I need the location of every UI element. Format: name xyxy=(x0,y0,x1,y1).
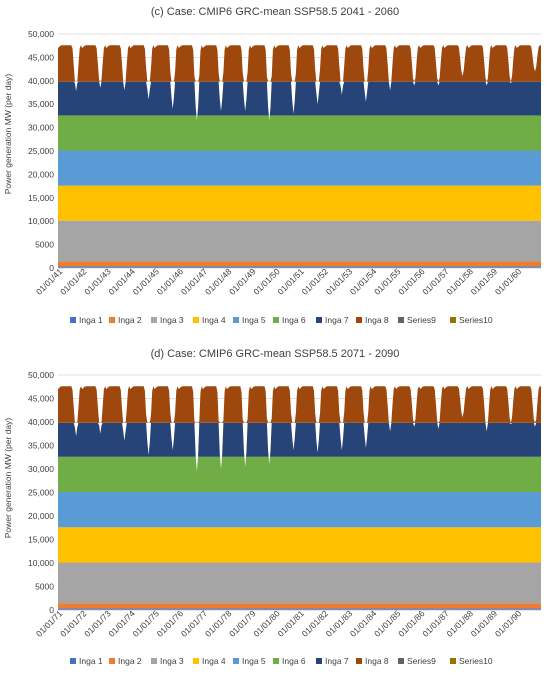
legend-swatch xyxy=(450,317,456,323)
legend-label: Inga 5 xyxy=(242,656,266,666)
y-tick-label: 50,000 xyxy=(28,370,54,380)
area-inga-6 xyxy=(58,115,541,151)
area-inga-5 xyxy=(58,492,541,528)
legend-label: Inga 2 xyxy=(118,656,142,666)
area-inga-2 xyxy=(58,603,541,609)
legend-swatch xyxy=(151,658,157,664)
area-inga-7 xyxy=(58,422,541,457)
chart-panel-d: (d) Case: CMIP6 GRC-mean SSP58.5 2071 - … xyxy=(3,348,541,666)
legend-swatch xyxy=(398,317,404,323)
area-inga-5 xyxy=(58,150,541,186)
legend-swatch xyxy=(70,317,76,323)
y-tick-label: 5000 xyxy=(35,240,54,250)
legend-label: Inga 7 xyxy=(325,656,349,666)
chart-title: (c) Case: CMIP6 GRC-mean SSP58.5 2041 - … xyxy=(151,6,399,18)
legend-swatch xyxy=(193,658,199,664)
area-inga-3 xyxy=(58,220,541,262)
y-tick-label: 10,000 xyxy=(28,216,54,226)
legend-swatch xyxy=(356,317,362,323)
y-tick-label: 50,000 xyxy=(28,29,54,39)
chart-panel-c: (c) Case: CMIP6 GRC-mean SSP58.5 2041 - … xyxy=(3,6,541,325)
y-tick-label: 0 xyxy=(49,263,54,273)
y-tick-label: 10,000 xyxy=(28,558,54,568)
legend-swatch xyxy=(273,317,279,323)
legend-label: Inga 1 xyxy=(79,656,103,666)
area-inga-3 xyxy=(58,562,541,604)
y-tick-label: 25,000 xyxy=(28,488,54,498)
legend-swatch xyxy=(193,317,199,323)
area-inga-6 xyxy=(58,456,541,493)
y-tick-label: 15,000 xyxy=(28,535,54,545)
area-inga-4 xyxy=(58,185,541,221)
area-inga-8 xyxy=(58,386,541,423)
y-tick-label: 25,000 xyxy=(28,146,54,156)
area-inga-2 xyxy=(58,261,541,267)
legend-swatch xyxy=(109,658,115,664)
legend-label: Inga 3 xyxy=(160,656,184,666)
legend-label: Inga 6 xyxy=(282,656,306,666)
y-axis-label: Power generation MW (per day) xyxy=(3,74,13,195)
area-inga-4 xyxy=(58,527,541,563)
y-tick-label: 20,000 xyxy=(28,169,54,179)
y-axis-label: Power generation MW (per day) xyxy=(3,418,13,539)
legend-swatch xyxy=(233,317,239,323)
legend-label: Inga 4 xyxy=(202,656,226,666)
legend-label: Inga 8 xyxy=(365,656,389,666)
y-tick-label: 30,000 xyxy=(28,464,54,474)
legend-label: Series9 xyxy=(407,656,436,666)
area-inga-1 xyxy=(58,608,541,610)
legend-swatch xyxy=(70,658,76,664)
legend-swatch xyxy=(316,658,322,664)
area-inga-7 xyxy=(58,81,541,116)
y-tick-label: 0 xyxy=(49,605,54,615)
legend-label: Inga 5 xyxy=(242,315,266,325)
legend-swatch xyxy=(398,658,404,664)
y-tick-label: 40,000 xyxy=(28,417,54,427)
legend-swatch xyxy=(316,317,322,323)
legend-swatch xyxy=(273,658,279,664)
legend-label: Inga 8 xyxy=(365,315,389,325)
chart-title: (d) Case: CMIP6 GRC-mean SSP58.5 2071 - … xyxy=(151,348,400,360)
area-inga-8 xyxy=(58,45,541,82)
legend-swatch xyxy=(233,658,239,664)
legend-swatch xyxy=(356,658,362,664)
y-tick-label: 45,000 xyxy=(28,52,54,62)
legend-label: Inga 7 xyxy=(325,315,349,325)
y-tick-label: 35,000 xyxy=(28,99,54,109)
legend-label: Inga 4 xyxy=(202,315,226,325)
legend-label: Inga 2 xyxy=(118,315,142,325)
y-tick-label: 40,000 xyxy=(28,76,54,86)
legend-label: Series10 xyxy=(459,315,493,325)
legend-swatch xyxy=(450,658,456,664)
legend-label: Inga 6 xyxy=(282,315,306,325)
legend-label: Series9 xyxy=(407,315,436,325)
y-tick-label: 35,000 xyxy=(28,441,54,451)
y-tick-label: 15,000 xyxy=(28,193,54,203)
area-inga-1 xyxy=(58,266,541,268)
legend-label: Series10 xyxy=(459,656,493,666)
legend-label: Inga 3 xyxy=(160,315,184,325)
y-tick-label: 20,000 xyxy=(28,511,54,521)
y-tick-label: 45,000 xyxy=(28,394,54,404)
y-tick-label: 30,000 xyxy=(28,123,54,133)
legend-swatch xyxy=(151,317,157,323)
legend-label: Inga 1 xyxy=(79,315,103,325)
y-tick-label: 5000 xyxy=(35,582,54,592)
legend-swatch xyxy=(109,317,115,323)
